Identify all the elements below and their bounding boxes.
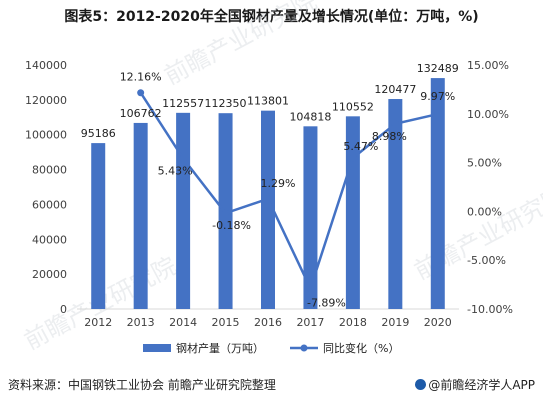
bar-value-label: 112557 <box>162 97 204 110</box>
legend-line-label: 同比变化（%） <box>323 341 399 355</box>
y-left-tick-label: 140000 <box>25 59 67 72</box>
y-left-tick-label: 100000 <box>25 129 67 142</box>
y-left-tick-label: 80000 <box>32 164 67 177</box>
bar <box>176 112 191 310</box>
watermark-text: 前瞻产业研究院 <box>160 0 321 90</box>
bar <box>303 126 318 309</box>
bar <box>261 110 275 309</box>
source-note: 资料来源：中国钢铁工业协会 前瞻产业研究院整理 <box>8 378 276 392</box>
line-point <box>222 209 230 217</box>
bar-value-label: 112350 <box>205 97 247 110</box>
bar <box>388 99 403 309</box>
bar-value-label: 106762 <box>120 107 162 120</box>
y-right-tick-label: 15.00% <box>467 59 509 72</box>
line-value-label: 5.43% <box>158 164 193 177</box>
legend-bar-label: 钢材产量（万吨） <box>176 341 264 355</box>
bar-value-label: 95186 <box>81 127 116 140</box>
y-right-tick-label: -5.00% <box>467 254 506 267</box>
x-tick-label: 2018 <box>339 316 367 329</box>
brand-text: @前瞻经济学人APP <box>428 378 535 392</box>
line-point <box>391 120 399 128</box>
brand-credit: @前瞻经济学人APP <box>415 376 535 393</box>
x-tick-label: 2012 <box>84 316 112 329</box>
y-right-tick-label: -10.00% <box>467 303 513 316</box>
line-value-label: 8.98% <box>372 130 407 143</box>
bar-value-label: 110552 <box>332 100 374 113</box>
y-left-tick-label: 0 <box>60 303 67 316</box>
line-value-label: -7.89% <box>307 296 346 309</box>
y-right-tick-label: 5.00% <box>467 157 502 170</box>
legend-line-marker <box>300 344 308 352</box>
x-tick-label: 2017 <box>296 316 324 329</box>
bar-value-label: 132489 <box>417 62 459 75</box>
bar-value-label: 120477 <box>374 83 416 96</box>
line-point <box>137 89 145 97</box>
x-tick-label: 2016 <box>254 316 282 329</box>
bar <box>91 143 106 309</box>
y-left-tick-label: 40000 <box>32 233 67 246</box>
line-value-label: 1.29% <box>261 177 296 190</box>
bar-value-label: 113801 <box>247 95 289 108</box>
line-value-label: -0.18% <box>212 219 251 232</box>
y-right-tick-label: 10.00% <box>467 108 509 121</box>
x-tick-label: 2014 <box>169 316 197 329</box>
line-value-label: 12.16% <box>120 71 162 84</box>
x-tick-label: 2020 <box>424 316 452 329</box>
bar <box>430 78 445 309</box>
x-tick-label: 2019 <box>381 316 409 329</box>
line-point <box>264 195 272 203</box>
brand-logo-icon <box>415 379 427 390</box>
legend-bar-swatch <box>143 344 171 352</box>
line-point <box>179 154 187 162</box>
growth-line <box>139 92 439 292</box>
watermark-text: 前瞻产业研究院 <box>410 182 543 286</box>
line-value-label: 9.97% <box>420 90 455 103</box>
bar <box>345 116 360 309</box>
line-value-label: 5.47% <box>343 140 378 153</box>
y-left-tick-label: 20000 <box>32 268 67 281</box>
y-left-tick-label: 120000 <box>25 94 67 107</box>
bar-value-label: 104818 <box>289 110 331 123</box>
line-point <box>434 110 442 118</box>
y-right-tick-label: 0.00% <box>467 205 502 218</box>
x-tick-label: 2013 <box>127 316 155 329</box>
line-point <box>349 154 357 162</box>
x-tick-label: 2015 <box>212 316 240 329</box>
y-left-tick-label: 60000 <box>32 198 67 211</box>
bar <box>133 122 148 310</box>
line-point <box>306 284 314 292</box>
chart-title: 图表5：2012-2020年全国钢材产量及增长情况(单位：万吨，%) <box>64 9 479 25</box>
